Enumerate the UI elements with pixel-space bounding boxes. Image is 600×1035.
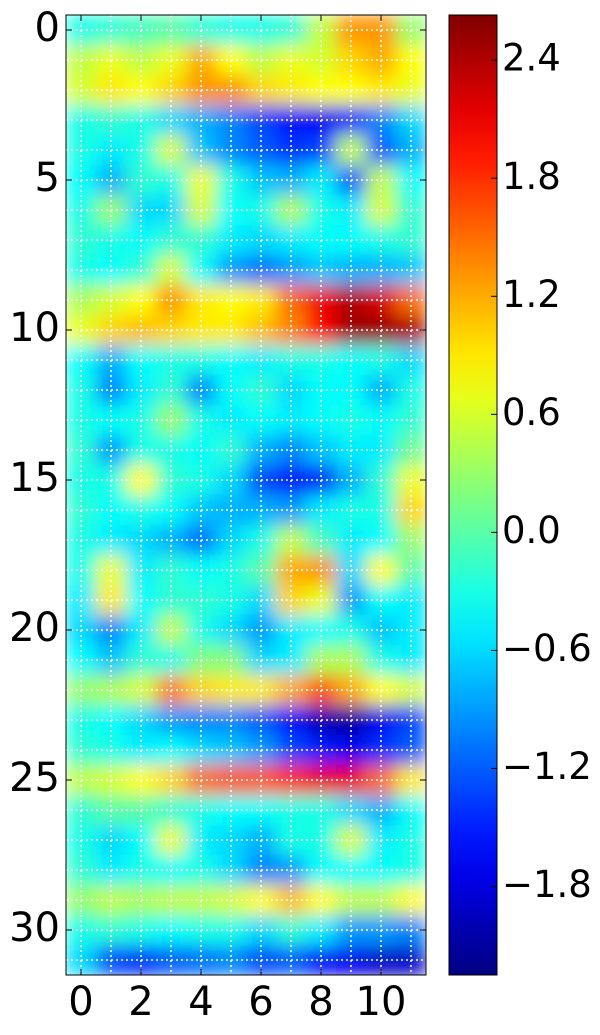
colorbar-tick-label: 0.6 — [502, 391, 561, 434]
y-tick-label: 25 — [9, 755, 60, 801]
grid — [66, 15, 426, 975]
y-tick-label: 10 — [9, 305, 60, 351]
colorbar-tick-label: 1.2 — [502, 273, 561, 316]
x-tick-label: 2 — [128, 979, 153, 1025]
colorbar-tick-label: 2.4 — [502, 37, 561, 80]
axes-frame — [65, 14, 427, 976]
y-tick-label: 5 — [35, 155, 60, 201]
colorbar-tick-label: −0.6 — [502, 627, 592, 670]
y-tick-label: 30 — [9, 905, 60, 951]
colorbar-tick-label: 1.8 — [502, 155, 561, 198]
x-tick-label: 10 — [356, 979, 407, 1025]
y-tick-label: 15 — [9, 455, 60, 501]
heatmap — [66, 15, 426, 975]
x-tick-label: 8 — [308, 979, 333, 1025]
x-tick-label: 6 — [248, 979, 273, 1025]
plot-area — [66, 15, 426, 975]
y-tick-label: 0 — [35, 5, 60, 51]
x-tick-label: 4 — [188, 979, 213, 1025]
colorbar-tick-label: −1.8 — [502, 863, 592, 906]
colorbar-tick-label: −1.2 — [502, 745, 592, 788]
y-tick-label: 20 — [9, 605, 60, 651]
colorbar-tick-label: 0.0 — [502, 509, 561, 552]
x-tick-label: 0 — [68, 979, 93, 1025]
colorbar — [448, 14, 498, 976]
